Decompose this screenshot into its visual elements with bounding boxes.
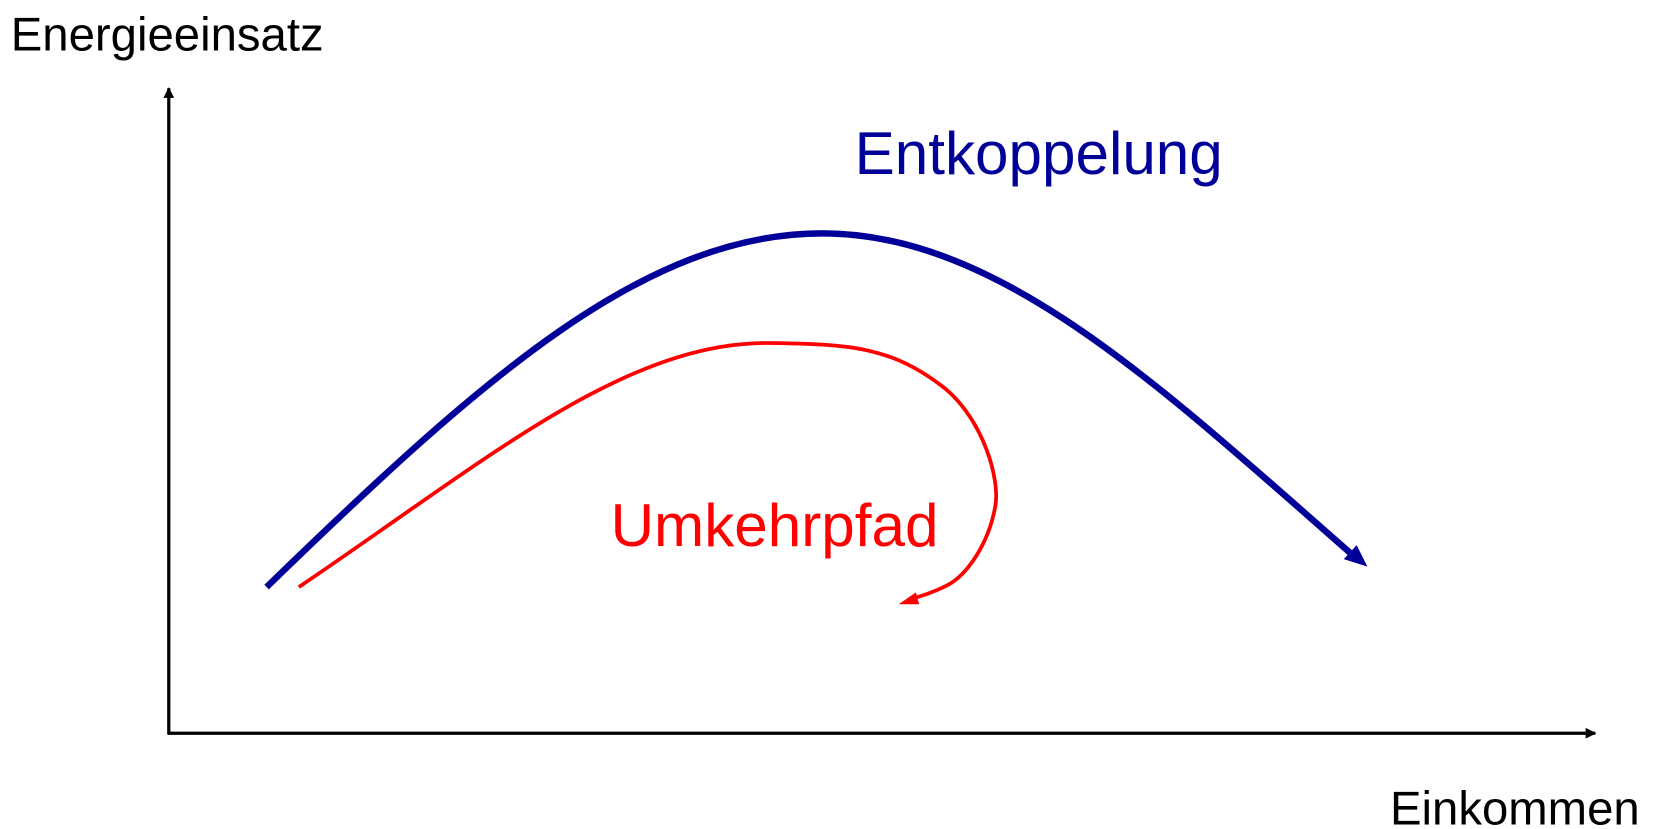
decoupling-curve bbox=[264, 230, 1355, 590]
reversal-curve bbox=[297, 341, 998, 601]
curve-label: Entkoppelung bbox=[855, 120, 1223, 187]
reversal-arrowhead bbox=[898, 592, 920, 605]
y-axis-label: Energieeinsatz bbox=[11, 9, 324, 62]
curve-label: Umkehrpfad bbox=[611, 492, 939, 559]
decoupling-arrowhead bbox=[1343, 545, 1368, 567]
x-axis-label: Einkommen bbox=[1390, 783, 1640, 829]
